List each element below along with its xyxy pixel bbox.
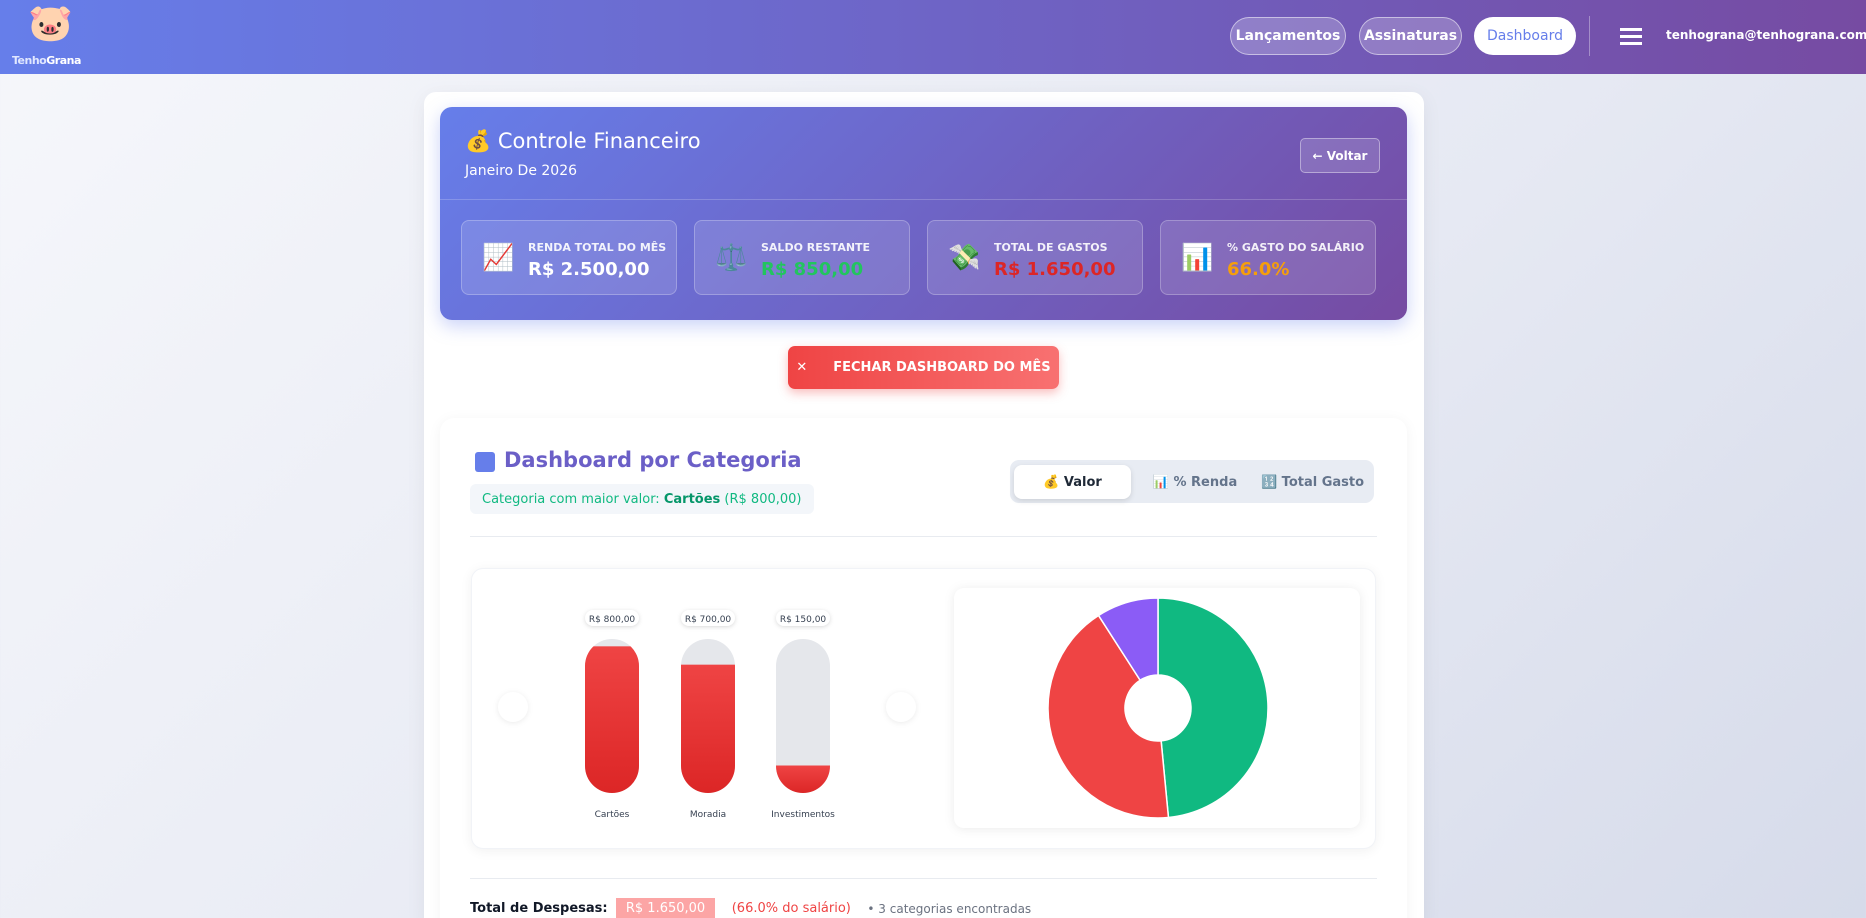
nav-arrow[interactable] <box>498 692 528 722</box>
logo[interactable]: TenhoGrana <box>12 54 81 67</box>
close-icon: ✕ <box>796 360 808 375</box>
tab[interactable]: 📊 % Renda <box>1140 465 1250 499</box>
tab-label: Total Gasto <box>1281 474 1365 490</box>
tab-icon: 📊 <box>1152 474 1169 490</box>
value-label-bg <box>585 610 639 626</box>
title: Controle Financeiro <box>497 129 701 153</box>
value-label: R$ 700,00 <box>685 615 732 625</box>
bar <box>776 765 830 793</box>
footer-percent: (66.0% do salário) <box>731 901 851 916</box>
category-label: Moradia <box>690 810 726 820</box>
stat-icon: 📈 <box>482 243 515 273</box>
separator <box>470 536 1377 537</box>
stat-icon: 💸 <box>948 243 981 273</box>
stat-label: % GASTO DO SALÁRIO <box>1227 241 1365 254</box>
pie-slice <box>1157 597 1269 819</box>
title-icon <box>475 452 495 472</box>
tab-label: % Renda <box>1173 474 1238 490</box>
stat-card: 📈 RENDA TOTAL DO MÊS R$ 2.500,00 <box>461 220 677 295</box>
stat-label: SALDO RESTANTE <box>761 241 871 254</box>
tab-icon: 💰 <box>1043 474 1060 490</box>
close-dashboard-button[interactable]: ✕ FECHAR DASHBOARD DO MÊS <box>788 346 1059 389</box>
footer-label: Total de Despesas: <box>470 901 608 916</box>
tab[interactable]: 🔢 Total Gasto <box>1255 465 1370 499</box>
nav-link[interactable]: Lançamentos <box>1230 17 1346 55</box>
header-panel: 💰 Controle Financeiro Janeiro De 2026 ← … <box>440 107 1407 320</box>
stat-label: RENDA TOTAL DO MÊS <box>528 241 667 254</box>
tabs: 💰 Valor 📊 % Renda 🔢 Total Gasto <box>1010 460 1374 503</box>
logo-part: Grana <box>46 54 81 67</box>
category-label: Investimentos <box>771 810 835 820</box>
highlight-name: Cartões <box>663 491 721 507</box>
tab-active[interactable]: 💰 Valor <box>1014 465 1131 499</box>
header-title: 💰 Controle Financeiro <box>465 129 701 154</box>
stat-value: 66.0% <box>1227 259 1290 280</box>
stat-value: R$ 2.500,00 <box>528 259 650 280</box>
separator <box>470 878 1377 879</box>
header-icon: 💰 <box>465 129 492 153</box>
highlight-value: (R$ 800,00) <box>724 491 802 507</box>
stat-card: 💸 TOTAL DE GASTOS R$ 1.650,00 <box>927 220 1143 295</box>
category-label: Cartões <box>595 810 630 820</box>
stat-card: 📊 % GASTO DO SALÁRIO 66.0% <box>1160 220 1376 295</box>
footer-count: • 3 categorias encontradas <box>867 901 1032 916</box>
chart: R$ 800,00 Cartões R$ 700,00 Moradia R$ 150,0… <box>498 588 1360 828</box>
stat-icon: ⚖️ <box>715 243 748 273</box>
stat-value: R$ 1.650,00 <box>994 259 1116 280</box>
value-label-bg <box>681 610 735 626</box>
subtitle: Janeiro De 2026 <box>465 163 578 179</box>
pie-slice <box>1097 597 1159 682</box>
highlight: Categoria com maior valor: Cartões (R$ 8… <box>470 484 814 514</box>
dashboard-panel: Dashboard por Categoria Categoria com ma… <box>440 418 1407 918</box>
value-label: R$ 150,00 <box>780 615 827 625</box>
bar <box>585 646 639 793</box>
pie-box <box>954 588 1360 828</box>
bar-track <box>776 639 830 793</box>
stat-label: TOTAL DE GASTOS <box>994 241 1108 254</box>
footer-total: R$ 1.650,00 <box>615 898 716 918</box>
logo-icon: 🐷 <box>28 3 73 44</box>
footer: Total de Despesas: R$ 1.650,00 (66.0% do… <box>470 898 1031 918</box>
stat-value: R$ 850,00 <box>761 259 864 280</box>
nav-arrow[interactable] <box>886 692 916 722</box>
logo-part: Tenho <box>12 54 47 67</box>
close-label: FECHAR DASHBOARD DO MÊS <box>833 360 1051 375</box>
divider <box>440 199 1407 200</box>
nav-link[interactable]: Assinaturas <box>1359 17 1462 55</box>
navbar: 🐷 TenhoGrana Lançamentos Assinaturas Das… <box>0 0 1866 74</box>
highlight-prefix: Categoria com maior valor: <box>482 491 660 507</box>
bar <box>681 664 735 793</box>
value-label: R$ 800,00 <box>589 615 636 625</box>
menu-icon[interactable] <box>1620 26 1642 46</box>
stat-card: ⚖️ SALDO RESTANTE R$ 850,00 <box>694 220 910 295</box>
back-button[interactable]: ← Voltar <box>1300 138 1380 173</box>
pie-slice <box>1047 614 1170 819</box>
user-email: tenhograna@tenhograna.com.br <box>1666 28 1866 42</box>
stat-icon: 📊 <box>1181 243 1214 273</box>
nav-link-active[interactable]: Dashboard <box>1474 17 1576 55</box>
value-label-bg <box>776 610 830 626</box>
divider <box>1589 16 1590 56</box>
tab-icon: 🔢 <box>1260 474 1278 490</box>
tab-label: Valor <box>1063 474 1102 490</box>
dashboard-title: Dashboard por Categoria <box>504 448 802 472</box>
